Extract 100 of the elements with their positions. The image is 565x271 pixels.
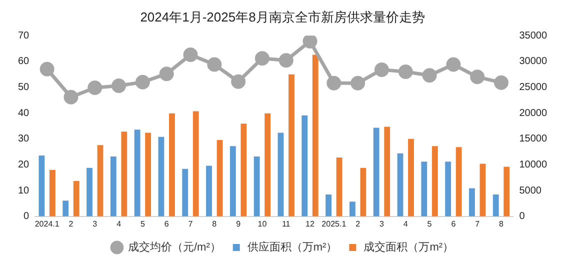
y-tick-label: 60 — [18, 56, 30, 68]
bar — [169, 113, 175, 216]
y2-tick-label: 20000 — [519, 108, 548, 119]
point — [159, 66, 174, 82]
x-tick-label: 2 — [356, 219, 361, 228]
bar — [349, 202, 356, 216]
legend-label: 供应面积（万m²） — [247, 240, 338, 254]
bar — [240, 124, 247, 216]
legend-label: 成交均价（元/m²） — [128, 240, 221, 254]
bar — [360, 168, 366, 216]
y-tick-label: 50 — [18, 82, 30, 94]
bar — [302, 115, 308, 216]
x-tick-label: 6 — [164, 219, 170, 228]
x-tick-label: 4 — [116, 219, 122, 228]
bar — [97, 145, 104, 216]
x-tick-label: 3 — [92, 219, 98, 228]
point — [254, 51, 270, 66]
x-tick-label: 5 — [140, 219, 146, 228]
x-tick-label: 10 — [258, 219, 268, 228]
point — [183, 47, 198, 62]
bar — [432, 146, 438, 216]
y2-tick-label: 5000 — [519, 185, 542, 196]
x-tick-label: 12 — [306, 219, 316, 228]
bar — [480, 164, 486, 216]
y-tick-label: 40 — [18, 108, 30, 119]
bar — [492, 194, 499, 216]
bar — [73, 181, 80, 216]
y2-tick-label: 35000 — [519, 30, 548, 42]
point — [494, 75, 508, 90]
x-tick-label: 4 — [403, 219, 408, 228]
bar — [456, 147, 462, 216]
bar — [86, 168, 92, 216]
point — [135, 74, 150, 90]
bar — [38, 155, 45, 216]
y2-tick-label: 15000 — [519, 134, 548, 145]
bar — [469, 188, 475, 216]
bar — [384, 126, 390, 216]
point — [422, 68, 437, 83]
point — [64, 90, 78, 104]
bar — [326, 194, 332, 216]
bar — [158, 136, 164, 216]
legend-label: 成交面积（万m²） — [364, 240, 454, 254]
x-tick-label: 2024.1 — [34, 219, 60, 228]
x-tick-label: 8 — [212, 219, 218, 228]
bar — [397, 153, 404, 216]
bar — [62, 200, 69, 216]
x-tick-label: 11 — [282, 219, 291, 228]
chart-title: 2024年1月-2025年8月南京全市新房供求量价走势 — [140, 9, 425, 24]
bar — [110, 156, 116, 216]
point — [446, 57, 461, 72]
point — [278, 53, 294, 68]
x-tick-label: 9 — [236, 219, 242, 228]
bar — [230, 146, 236, 216]
bar — [278, 132, 284, 216]
bar — [206, 166, 212, 216]
point — [40, 62, 54, 76]
bar — [288, 74, 294, 216]
x-tick-label: 8 — [499, 219, 504, 228]
bar — [264, 113, 271, 216]
point — [231, 74, 246, 89]
bar — [504, 166, 510, 216]
bar — [182, 168, 188, 216]
x-tick-label: 2 — [68, 219, 74, 228]
x-tick-label: 3 — [379, 219, 384, 228]
bar — [192, 111, 199, 216]
bar — [408, 138, 414, 216]
point — [302, 36, 318, 49]
y2-tick-label: 30000 — [519, 56, 548, 68]
y2-tick-label: 0 — [519, 211, 526, 222]
bar — [445, 162, 452, 216]
point — [350, 76, 366, 90]
bar — [336, 158, 342, 216]
bar — [49, 170, 56, 216]
y-tick-label: 70 — [18, 30, 30, 42]
bar — [145, 132, 152, 216]
point — [470, 70, 485, 84]
point — [398, 64, 413, 80]
point — [374, 62, 389, 77]
x-tick-label: 7 — [188, 219, 194, 228]
bar — [254, 156, 260, 216]
point — [207, 57, 222, 72]
y2-tick-label: 10000 — [519, 159, 548, 170]
y-tick-label: 30 — [18, 134, 30, 145]
bar — [312, 54, 318, 216]
y-tick-label: 20 — [18, 159, 30, 170]
bar — [216, 140, 223, 216]
point — [112, 78, 126, 93]
y2-tick-label: 25000 — [519, 82, 548, 94]
x-tick-label: 6 — [451, 219, 456, 228]
x-tick-label: 2025.1 — [322, 219, 347, 228]
x-tick-label: 7 — [475, 219, 480, 228]
point — [326, 76, 342, 90]
bar — [373, 128, 380, 216]
point — [88, 80, 102, 96]
bar — [134, 130, 140, 216]
x-tick-label: 5 — [427, 219, 432, 228]
bar — [421, 162, 428, 216]
bar — [121, 132, 128, 216]
y-tick-label: 0 — [24, 211, 30, 222]
y-tick-label: 10 — [18, 185, 30, 196]
